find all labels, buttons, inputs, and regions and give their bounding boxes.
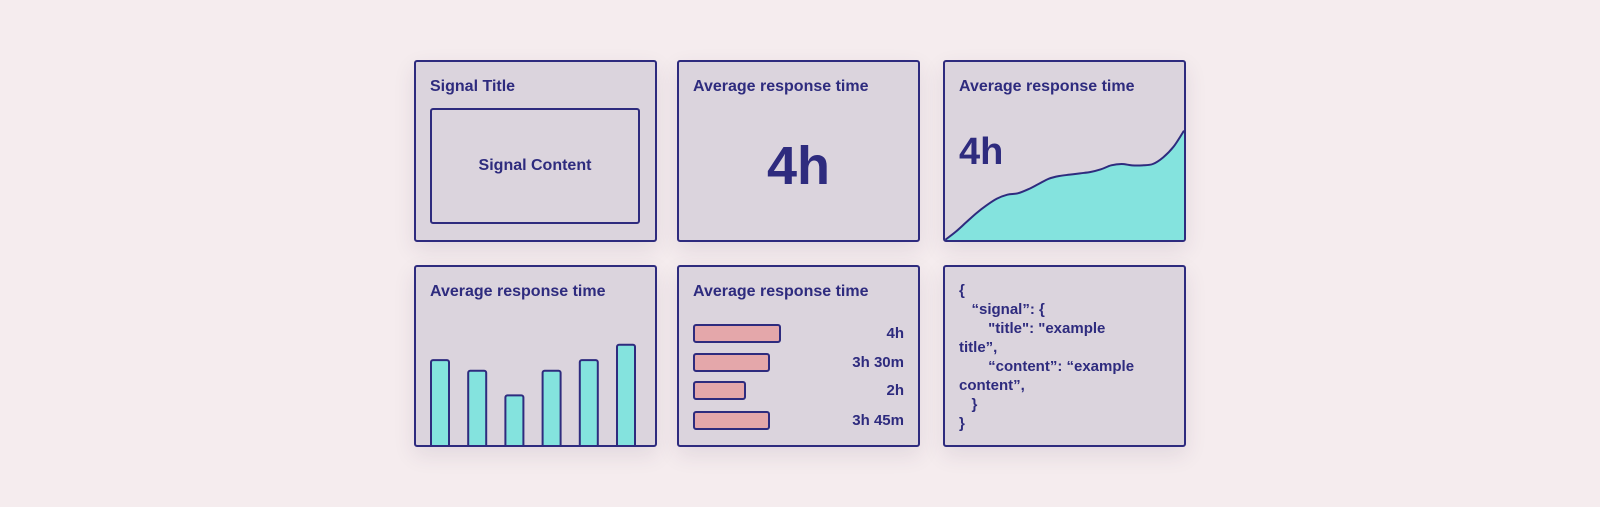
json-card[interactable]: { “signal”: { "title": "example title”, “… xyxy=(943,265,1186,447)
hbar-row: 3h 30m xyxy=(693,352,904,374)
json-line: “signal”: { xyxy=(959,301,1045,318)
signal-content-label: Signal Content xyxy=(478,157,592,174)
bar xyxy=(504,394,525,445)
hbar xyxy=(693,353,770,372)
hbar-value-label: 3h 30m xyxy=(852,354,904,371)
card-title: Signal Title xyxy=(430,78,516,95)
metric-value: 4h xyxy=(766,136,831,196)
json-line: “content”: “example xyxy=(959,358,1135,375)
bar xyxy=(616,343,636,445)
json-line: "title": "example xyxy=(959,320,1106,337)
card-title: Average response time xyxy=(430,283,606,300)
card-title: Average response time xyxy=(693,283,869,300)
bar xyxy=(430,359,450,445)
json-line: } xyxy=(959,415,965,432)
hbar-row: 4h xyxy=(693,323,904,345)
hbar xyxy=(693,411,770,430)
sparkline-area xyxy=(945,130,1184,240)
hbar-row: 3h 45m xyxy=(693,410,904,432)
hbar xyxy=(693,324,781,343)
bar xyxy=(541,369,562,445)
hbar xyxy=(693,381,746,400)
json-line: title”, xyxy=(959,339,998,356)
json-line: content”, xyxy=(959,377,1025,394)
sparkline-line xyxy=(945,130,1184,240)
json-line: { xyxy=(959,282,965,299)
hbar-row: 2h xyxy=(693,380,904,402)
bar xyxy=(467,369,488,445)
signal-card[interactable]: Signal Title Signal Content xyxy=(414,60,657,242)
bar-chart-card[interactable]: Average response time xyxy=(414,265,657,447)
bar-chart xyxy=(430,343,636,445)
hbar-value-label: 2h xyxy=(886,382,904,399)
card-title: Average response time xyxy=(693,78,869,95)
sparkline-card[interactable]: Average response time 4h xyxy=(943,60,1186,242)
hbar-value-label: 4h xyxy=(886,325,904,342)
json-line: } xyxy=(959,396,978,413)
signal-content-box: Signal Content xyxy=(430,108,640,224)
bar xyxy=(578,359,599,445)
number-card[interactable]: Average response time 4h xyxy=(677,60,920,242)
hbar-card[interactable]: Average response time 4h 3h 30m 2h 3h 45m xyxy=(677,265,920,447)
card-title: Average response time xyxy=(959,78,1135,95)
sparkline-chart xyxy=(945,130,1184,240)
metric-value: 4h xyxy=(959,131,1004,173)
hbar-value-label: 3h 45m xyxy=(852,412,904,429)
